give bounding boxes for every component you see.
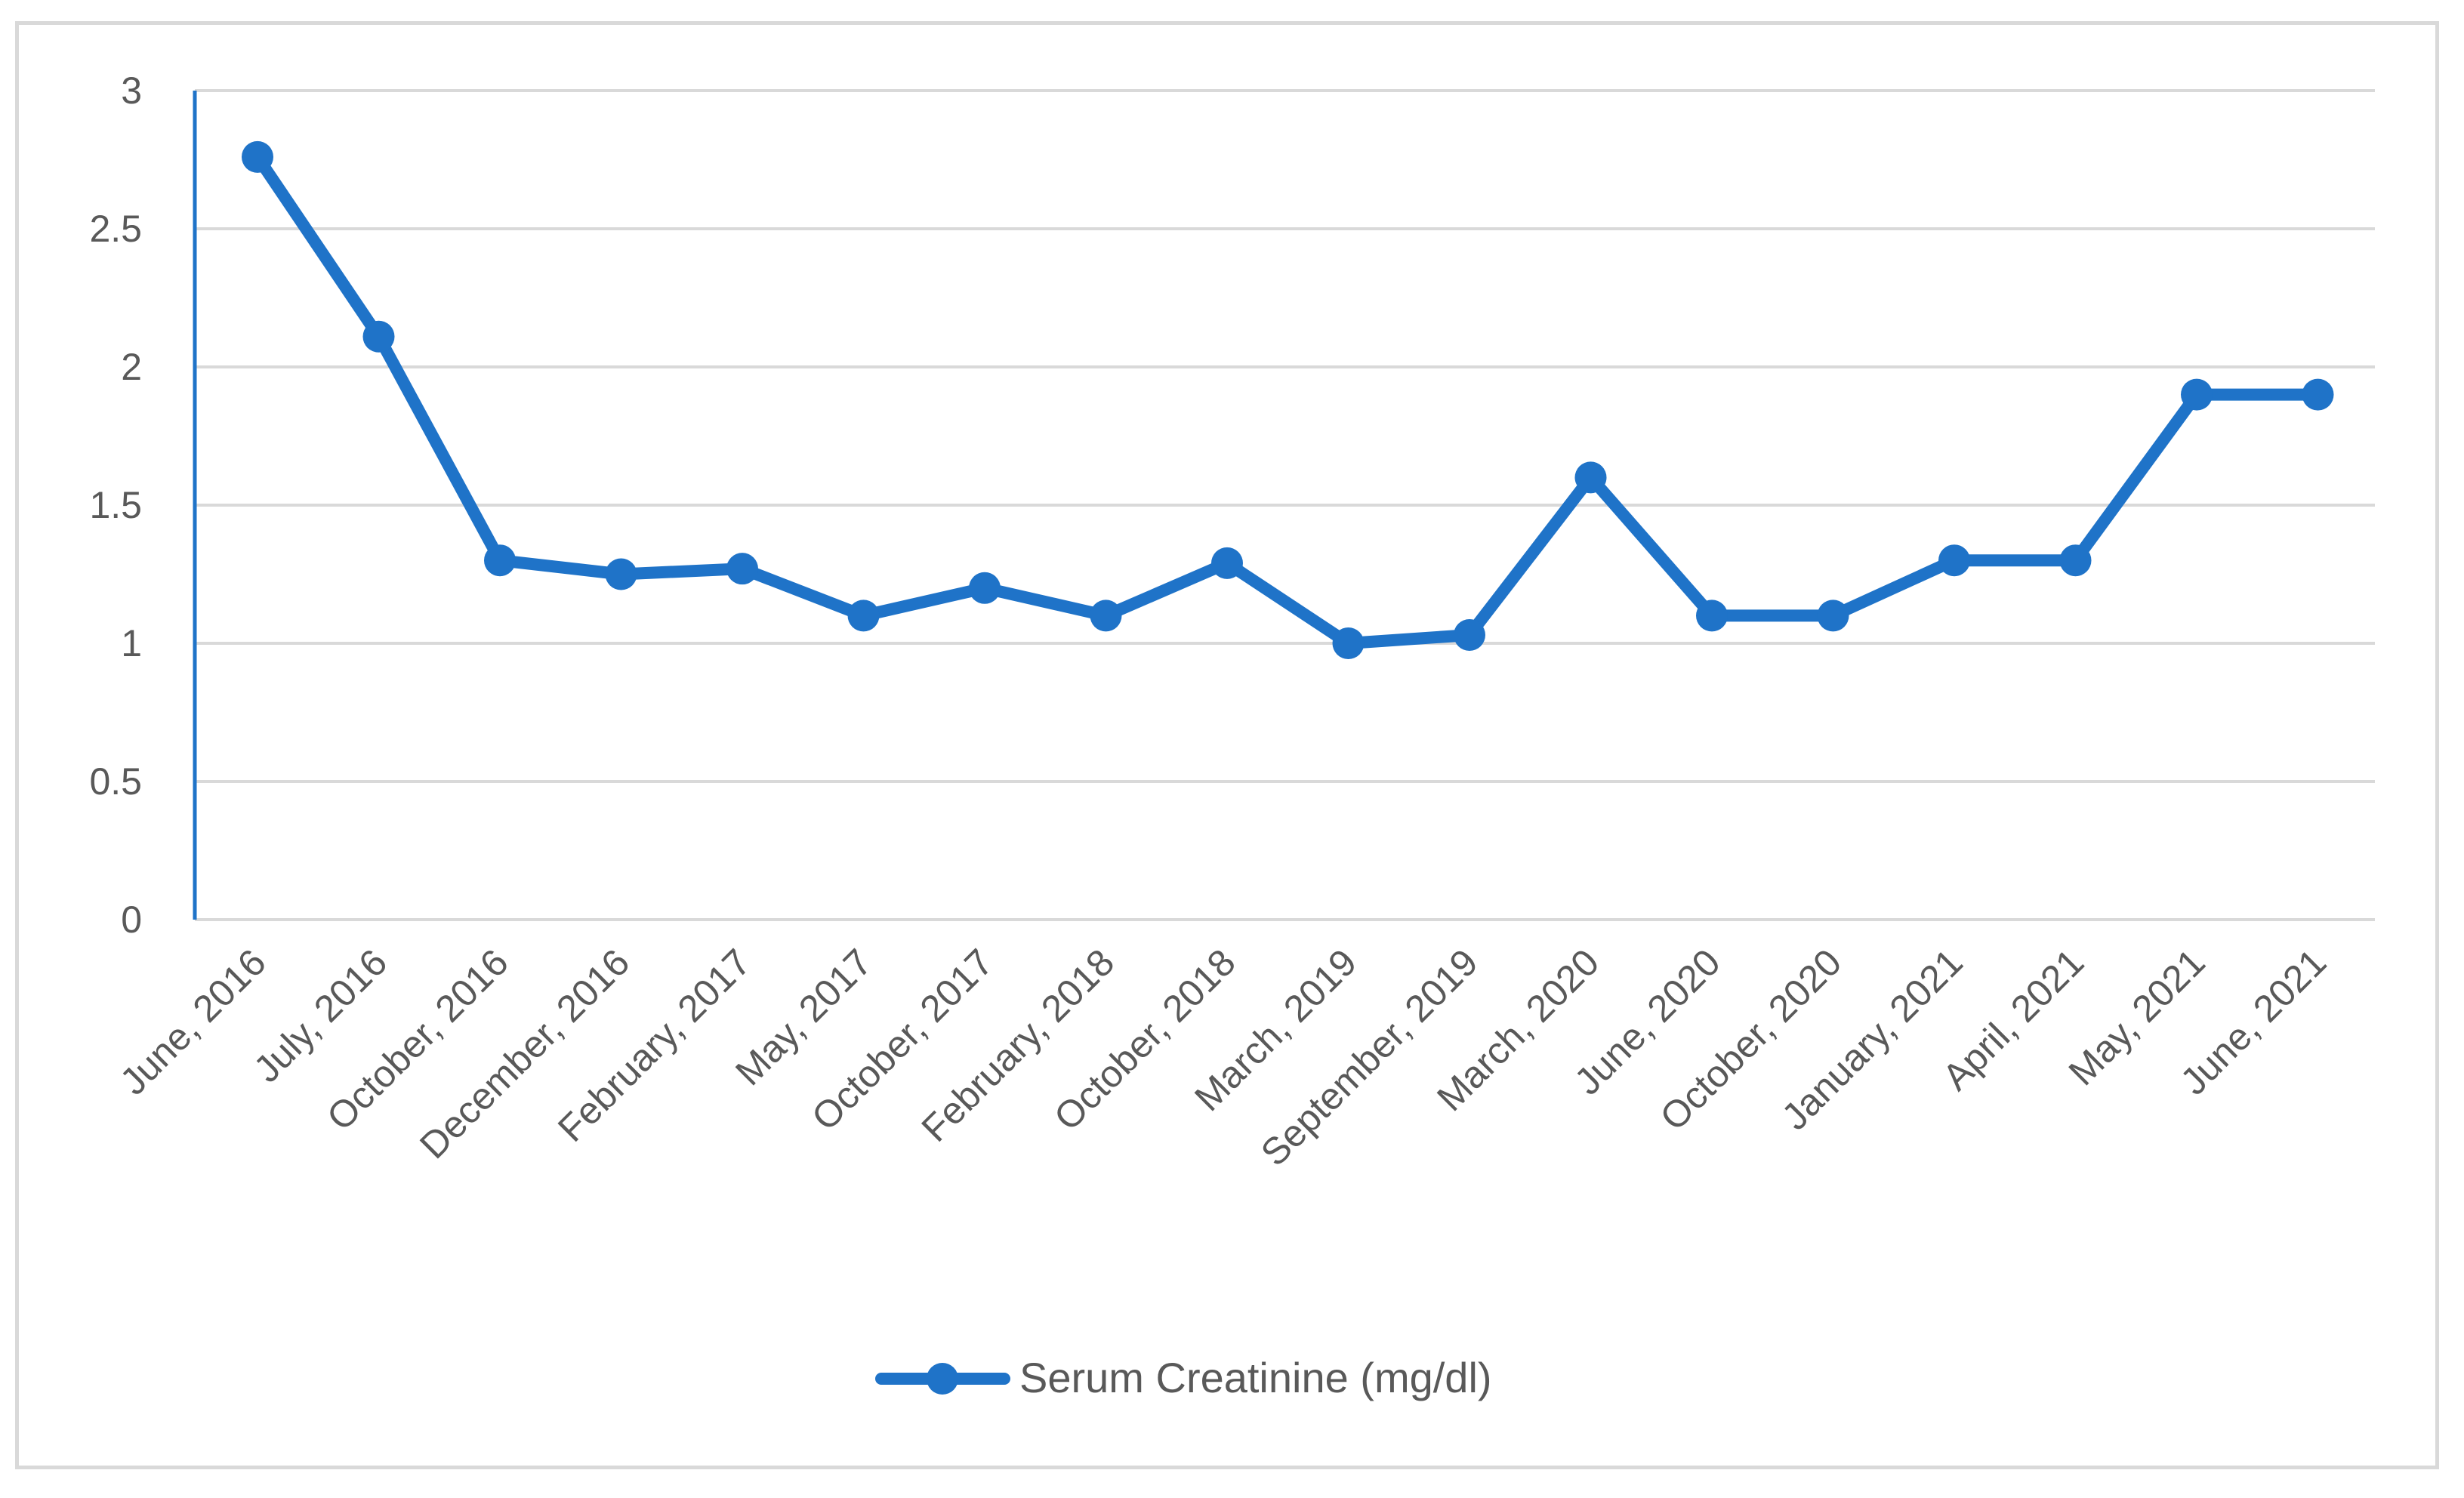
data-point xyxy=(605,558,637,590)
legend-series-marker xyxy=(927,1363,958,1395)
data-point xyxy=(1938,544,1970,577)
y-tick-label: 3 xyxy=(121,69,142,112)
legend-series-label: Serum Creatinine (mg/dl) xyxy=(1019,1354,1492,1401)
y-tick-label: 2.5 xyxy=(89,208,142,250)
data-point xyxy=(484,544,516,577)
y-tick-labels: 0 0.5 1 1.5 2 2.5 3 xyxy=(89,69,142,941)
data-point xyxy=(1817,600,1849,632)
data-point xyxy=(1454,619,1485,652)
data-point xyxy=(2181,378,2213,411)
x-tick-label: September, 2019 xyxy=(1253,941,1486,1174)
data-point xyxy=(969,572,1001,604)
data-point xyxy=(1574,461,1607,494)
y-tick-label: 1.5 xyxy=(89,484,142,526)
series-line xyxy=(251,150,2324,649)
y-tick-label: 1 xyxy=(121,622,142,664)
data-point xyxy=(1332,627,1365,659)
data-point xyxy=(1090,600,1122,632)
x-tick-label: December, 2016 xyxy=(412,941,637,1167)
data-point xyxy=(362,320,395,353)
series-layer xyxy=(242,140,2334,659)
y-tick-label: 0.5 xyxy=(89,760,142,803)
y-tick-label: 0 xyxy=(121,898,142,941)
data-point xyxy=(1696,600,1728,632)
data-point xyxy=(242,140,273,173)
legend[interactable]: Serum Creatinine (mg/dl) xyxy=(875,1354,1492,1401)
data-point xyxy=(1211,547,1243,579)
gridlines xyxy=(195,89,2375,921)
data-point xyxy=(2059,544,2092,577)
x-tick-label: June, 2016 xyxy=(112,941,274,1103)
data-point xyxy=(726,553,758,585)
chart-frame xyxy=(15,21,2439,1469)
y-tick-label: 2 xyxy=(121,346,142,388)
data-point xyxy=(847,600,880,632)
data-point xyxy=(2302,378,2334,411)
